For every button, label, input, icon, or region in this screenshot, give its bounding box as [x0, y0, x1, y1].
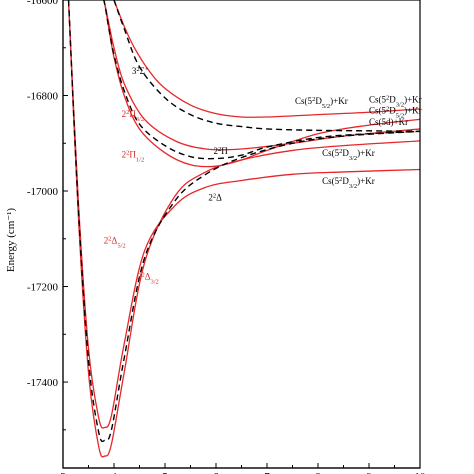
- x-tick-label: 8: [315, 471, 321, 474]
- curve-label-7: 22Δ3/2: [137, 271, 159, 285]
- series-line-8: [67, 0, 420, 443]
- curve-label-11: Cs(5d)+Kr: [369, 117, 408, 127]
- curve-label-12: Cs(52D3/2)+Kr: [322, 148, 375, 162]
- y-tick-label: -17200: [27, 282, 59, 294]
- curves-layer: [67, 0, 420, 458]
- annotations-layer: 32Σ+ 22Π3/2 22Π1/2 22Π 22Δ 22Δ5/2 22Δ3/2 Cs(52D…: [104, 66, 422, 285]
- curve-label-8: Cs(52D5/2)+Kr: [295, 96, 348, 110]
- x-tick-label: 9: [366, 471, 372, 474]
- x-tick-label: 4: [111, 471, 117, 474]
- curve-label-10: Cs(52D5/2)+Kr: [369, 105, 422, 119]
- x-tick-label: 3: [60, 471, 66, 474]
- curve-label-9: Cs(52D3/2)+Kr: [369, 94, 422, 108]
- x-tick-label: 6: [213, 471, 219, 474]
- x-tick-label: 7: [264, 471, 270, 474]
- series-line-7: [103, 0, 420, 160]
- curve-label-3: 22Π1/2: [122, 149, 145, 163]
- curve-label-6: 22Δ5/2: [104, 235, 126, 249]
- y-tick-label: -17000: [27, 186, 59, 198]
- series-line-2: [113, 0, 420, 119]
- curve-label-13: Cs(52D3/2)+Kr: [322, 175, 375, 189]
- y-axis-title: Energy (cm⁻¹): [5, 208, 17, 273]
- x-tick-label: 10: [415, 471, 427, 474]
- axes-layer: 3 4 5 6 7 8 9 10 -16600 -16800 -17000 -17200 -17400: [27, 0, 426, 474]
- curve-label-5: 22Δ: [208, 192, 222, 203]
- y-tick-label: -17400: [27, 377, 59, 389]
- curve-label-1: 32Σ+: [132, 66, 149, 77]
- x-tick-label: 5: [162, 471, 168, 474]
- series-line-4: [67, 0, 420, 458]
- curve-label-2: 22Π3/2: [122, 109, 145, 123]
- y-tick-label: -16800: [27, 91, 59, 103]
- curve-label-4: 22Π: [213, 146, 228, 157]
- y-tick-label: -16600: [27, 0, 59, 7]
